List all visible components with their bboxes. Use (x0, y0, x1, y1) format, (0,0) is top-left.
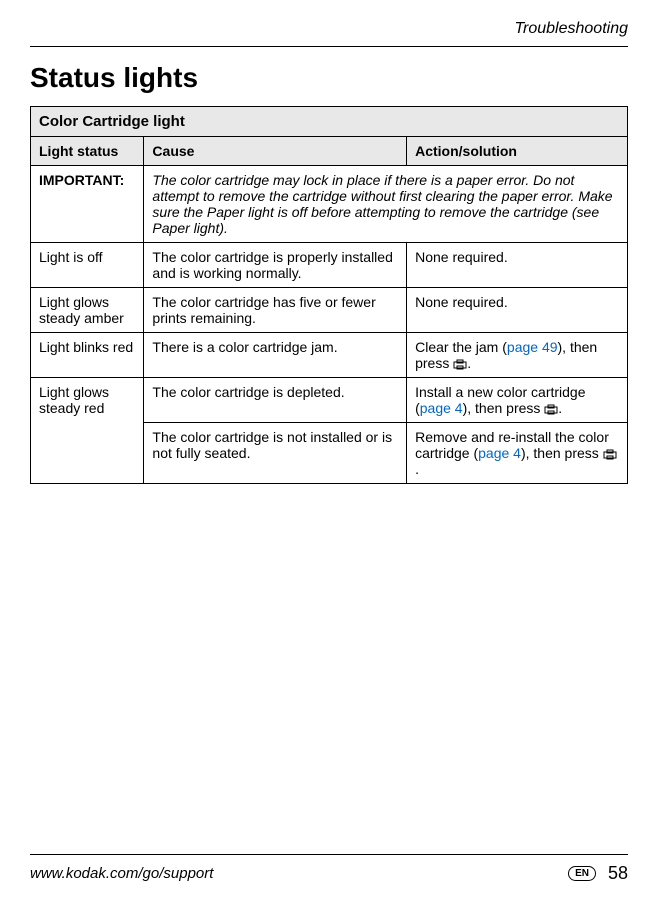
col-header-cause: Cause (144, 137, 407, 166)
table-row: Light glows steady amber The color cartr… (31, 288, 628, 333)
cause-cell: There is a color cartridge jam. (144, 333, 407, 378)
print-icon (453, 359, 467, 370)
action-text-mid: ), then press (521, 445, 603, 461)
table-caption: Color Cartridge light (31, 107, 628, 137)
important-row: IMPORTANT: The color cartridge may lock … (31, 166, 628, 243)
status-cell: Light glows steady red (31, 378, 144, 484)
status-cell: Light is off (31, 243, 144, 288)
language-badge: EN (568, 866, 596, 881)
status-lights-table: Color Cartridge light Light status Cause… (30, 106, 628, 484)
action-text-mid: ), then press (463, 400, 545, 416)
cause-cell: The color cartridge has five or fewer pr… (144, 288, 407, 333)
page-number: 58 (608, 863, 628, 884)
cause-cell: The color cartridge is properly installe… (144, 243, 407, 288)
footer-url[interactable]: www.kodak.com/go/support (30, 865, 213, 882)
page-link[interactable]: page 4 (478, 445, 521, 461)
section-header: Troubleshooting (30, 20, 628, 38)
print-icon (603, 449, 617, 460)
page-title: Status lights (30, 62, 628, 94)
page-link[interactable]: page 4 (420, 400, 463, 416)
page-link[interactable]: page 49 (507, 339, 558, 355)
action-text-suffix: . (558, 400, 562, 416)
action-cell: Clear the jam (page 49), then press . (407, 333, 628, 378)
table-header-row: Light status Cause Action/solution (31, 137, 628, 166)
cause-cell: The color cartridge is depleted. (144, 378, 407, 423)
status-cell: Light blinks red (31, 333, 144, 378)
footer-right: EN 58 (568, 863, 628, 884)
action-cell: Install a new color cartridge (page 4), … (407, 378, 628, 423)
table-caption-row: Color Cartridge light (31, 107, 628, 137)
print-icon (544, 404, 558, 415)
action-text-prefix: Clear the jam ( (415, 339, 507, 355)
action-text-suffix: . (467, 355, 471, 371)
status-cell: Light glows steady amber (31, 288, 144, 333)
action-cell: None required. (407, 243, 628, 288)
action-text-suffix: . (415, 461, 419, 477)
col-header-status: Light status (31, 137, 144, 166)
important-text: The color cartridge may lock in place if… (144, 166, 628, 243)
col-header-action: Action/solution (407, 137, 628, 166)
table-row: Light glows steady red The color cartrid… (31, 378, 628, 423)
action-cell: Remove and re-install the color cartridg… (407, 423, 628, 484)
action-cell: None required. (407, 288, 628, 333)
table-row: Light blinks red There is a color cartri… (31, 333, 628, 378)
important-label: IMPORTANT: (31, 166, 144, 243)
cause-cell: The color cartridge is not installed or … (144, 423, 407, 484)
table-row: Light is off The color cartridge is prop… (31, 243, 628, 288)
page-footer: www.kodak.com/go/support EN 58 (30, 854, 628, 884)
header-divider (30, 46, 628, 47)
